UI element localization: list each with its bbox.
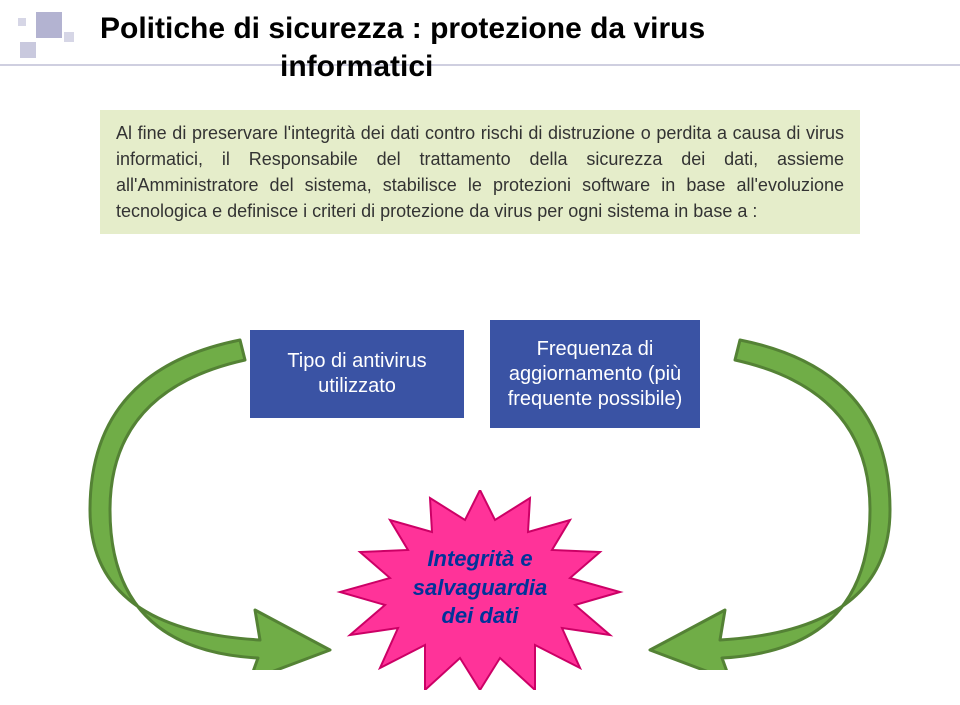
deco-square: [18, 18, 26, 26]
title-line1: Politiche di sicurezza : protezione da v…: [100, 12, 705, 45]
deco-square: [64, 32, 74, 42]
body-paragraph: Al fine di preservare l'integrità dei da…: [100, 110, 860, 234]
star-line2: salvaguardia: [413, 575, 548, 600]
slide: Politiche di sicurezza : protezione da v…: [0, 0, 960, 705]
corner-decoration: [12, 12, 82, 62]
star-line1: Integrità e: [427, 546, 532, 571]
starburst: Integrità e salvaguardia dei dati: [330, 490, 630, 690]
deco-square: [36, 12, 62, 38]
box-update-frequency: Frequenza di aggiornamento (più frequent…: [490, 320, 700, 428]
box-antivirus-type: Tipo di antivirus utilizzato: [250, 330, 464, 418]
star-line3: dei dati: [441, 603, 518, 628]
title-line2: informatici: [100, 48, 880, 86]
deco-square: [20, 42, 36, 58]
starburst-text: Integrità e salvaguardia dei dati: [330, 545, 630, 631]
page-title: Politiche di sicurezza : protezione da v…: [100, 10, 880, 85]
